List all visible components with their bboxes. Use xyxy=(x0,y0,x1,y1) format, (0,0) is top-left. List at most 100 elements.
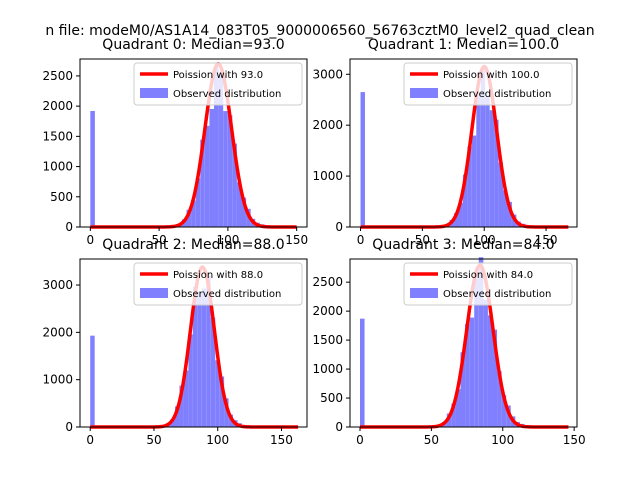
legend: Poission with 88.0 Observed distribution xyxy=(133,262,303,306)
histogram-bar xyxy=(462,174,468,227)
legend-label-observed: Observed distribution xyxy=(443,289,551,300)
histogram-bar xyxy=(478,257,484,427)
legend-box xyxy=(133,62,303,106)
y-tick-label: 2000 xyxy=(42,99,73,113)
histogram-bar xyxy=(192,286,198,427)
histogram-bar xyxy=(191,200,196,227)
histogram-bar xyxy=(460,352,466,427)
legend: Poission with 93.0 Observed distribution xyxy=(133,62,303,106)
chart-title: Quadrant 3: Median=84.0 xyxy=(372,237,554,253)
x-tick-label: 100 xyxy=(216,233,239,247)
chart-title: Quadrant 2: Median=88.0 xyxy=(102,237,284,253)
histogram-bar xyxy=(359,318,365,427)
y-axis: 0 1000 2000 3000 xyxy=(312,67,350,234)
y-tick-label: 3000 xyxy=(42,278,73,292)
y-tick-label: 500 xyxy=(50,190,73,204)
x-tick-label: 150 xyxy=(535,233,558,247)
histogram-bar xyxy=(487,315,493,427)
histogram-bar xyxy=(497,371,502,427)
histogram-bar xyxy=(210,317,216,427)
legend-label-observed: Observed distribution xyxy=(173,289,281,300)
histogram-bar xyxy=(209,108,215,227)
histogram-bar xyxy=(498,162,504,227)
histogram-bar xyxy=(204,125,210,227)
chart-panel-1: 0 50 100 150 0 1000 2000 3000 Poission with 100.… xyxy=(312,37,578,247)
y-tick-label: 1000 xyxy=(312,362,343,376)
histogram-bar xyxy=(494,119,499,227)
histogram-bar xyxy=(201,288,207,427)
y-tick-label: 2500 xyxy=(42,69,73,83)
histogram-bar xyxy=(215,360,220,427)
y-tick-label: 0 xyxy=(335,220,343,234)
y-tick-label: 2000 xyxy=(312,304,343,318)
x-tick-label: 0 xyxy=(86,433,94,447)
x-tick-label: 100 xyxy=(491,433,514,447)
legend-label-poisson: Poission with 88.0 xyxy=(173,270,263,281)
histogram-bar xyxy=(224,398,229,427)
histogram-bar xyxy=(489,110,495,227)
y-tick-label: 2500 xyxy=(312,275,343,289)
legend-label-observed: Observed distribution xyxy=(173,89,281,100)
histogram-bar xyxy=(480,69,486,227)
histogram-bar xyxy=(485,97,490,228)
x-axis: 0 50 100 150 xyxy=(357,227,558,247)
legend: Poission with 100.0 Observed distribution xyxy=(403,62,573,106)
y-tick-label: 500 xyxy=(320,391,343,405)
legend-box xyxy=(403,262,573,306)
chart-title: Quadrant 1: Median=100.0 xyxy=(368,37,559,53)
axes-frame xyxy=(79,58,308,228)
histogram-bar xyxy=(360,92,365,227)
legend-label-poisson: Poission with 93.0 xyxy=(173,70,263,81)
histogram-bars xyxy=(359,257,571,427)
legend-label-poisson: Poission with 100.0 xyxy=(443,70,539,81)
legend-bar-swatch xyxy=(140,288,168,298)
x-tick-label: 150 xyxy=(270,433,293,447)
legend-label-poisson: Poission with 84.0 xyxy=(443,270,533,281)
chart-panel-2: 0 50 100 150 0 1000 2000 3000 Poission with 88.0… xyxy=(42,237,308,447)
histogram-bar xyxy=(179,385,184,427)
histogram-bar xyxy=(454,213,459,227)
y-tick-label: 2000 xyxy=(312,118,343,132)
histogram-bar xyxy=(218,74,224,228)
histogram-bar xyxy=(474,278,479,427)
y-tick-label: 1000 xyxy=(42,160,73,174)
histogram-bar xyxy=(492,329,498,427)
x-tick-label: 0 xyxy=(356,433,364,447)
legend-box xyxy=(133,262,303,306)
y-tick-label: 0 xyxy=(335,420,343,434)
histogram-bar xyxy=(183,370,189,427)
histogram-bar xyxy=(451,403,456,427)
histogram-bar xyxy=(90,335,95,427)
legend: Poission with 84.0 Observed distribution xyxy=(403,262,573,306)
legend-bar-swatch xyxy=(140,88,168,98)
y-tick-label: 0 xyxy=(65,220,73,234)
histogram-bar xyxy=(195,178,201,227)
x-tick-label: 0 xyxy=(86,233,94,247)
y-axis: 0 500 1000 1500 2000 2500 xyxy=(42,69,80,234)
histogram-bar xyxy=(214,66,219,227)
axes-frame xyxy=(349,58,578,228)
y-tick-label: 0 xyxy=(65,420,73,434)
histogram-bar xyxy=(469,317,475,427)
y-tick-label: 1500 xyxy=(312,333,343,347)
x-tick-label: 50 xyxy=(151,233,166,247)
axes-frame xyxy=(79,258,308,428)
x-tick-label: 150 xyxy=(563,433,586,447)
legend-bar-swatch xyxy=(410,88,438,98)
y-tick-label: 1500 xyxy=(42,129,73,143)
histogram-bar xyxy=(241,197,247,227)
x-axis: 0 50 100 150 xyxy=(86,427,293,447)
y-tick-label: 3000 xyxy=(312,67,343,81)
histogram-bar xyxy=(206,275,211,427)
histogram-bar xyxy=(458,202,463,227)
x-tick-label: 150 xyxy=(285,233,308,247)
legend-label-observed: Observed distribution xyxy=(443,89,551,100)
histogram-bar xyxy=(197,291,202,427)
histogram-bar xyxy=(236,182,242,227)
figure-suptitle: n file: modeM0/AS1A14_083T05_9000006560_… xyxy=(45,23,594,39)
legend-bar-swatch xyxy=(410,288,438,298)
y-axis: 0 500 1000 1500 2000 2500 xyxy=(312,275,350,434)
